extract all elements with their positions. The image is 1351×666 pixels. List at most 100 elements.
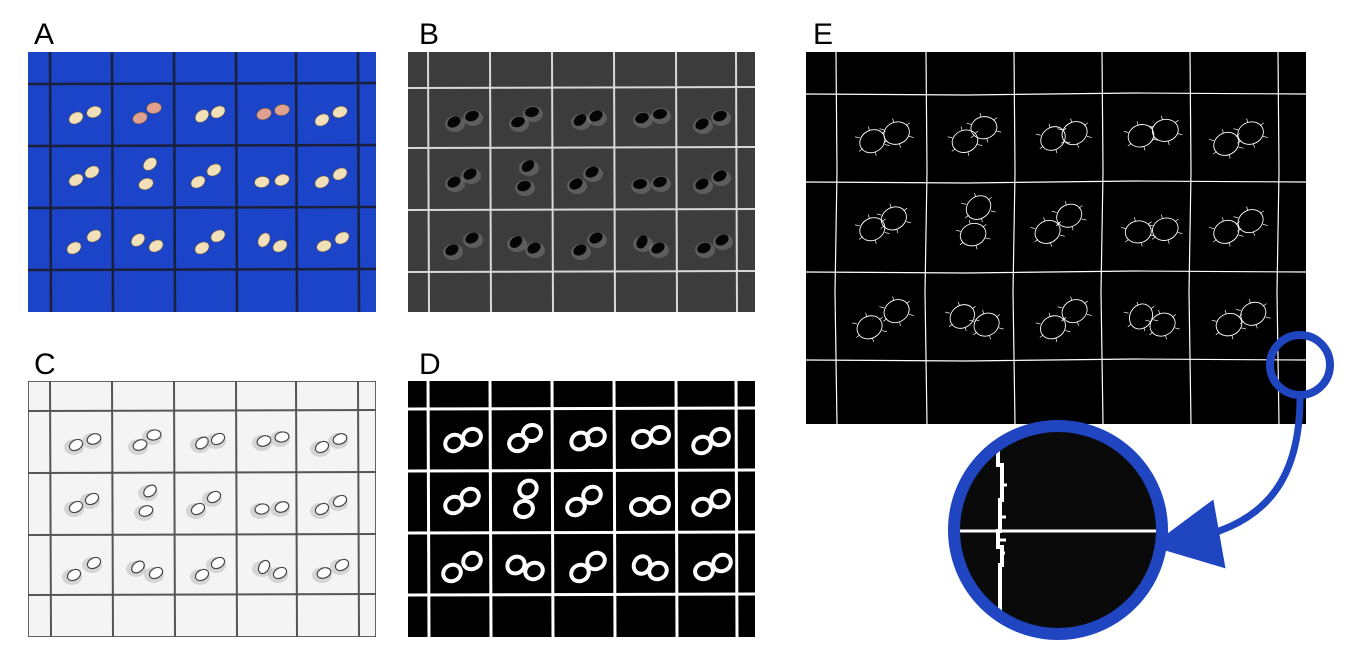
grid-lines: [28, 52, 376, 312]
edge-spur: [1050, 242, 1052, 247]
edge-spur: [867, 126, 870, 131]
edge-spur: [1265, 316, 1271, 319]
seed-edge: [1152, 217, 1179, 241]
seed: [465, 110, 479, 122]
seed: [132, 111, 148, 125]
seed: [527, 242, 541, 254]
seed-group: [443, 106, 733, 260]
seed: [210, 229, 226, 243]
seed: [695, 118, 709, 130]
seed-edge: [1040, 315, 1066, 340]
seed: [194, 568, 210, 582]
edge-spur: [1149, 331, 1154, 336]
zoom-callout: [948, 331, 1334, 640]
edge-spur: [906, 221, 912, 224]
edge-spur: [1065, 141, 1071, 144]
seed: [130, 233, 146, 247]
seed: [585, 166, 599, 178]
seed-group: [62, 429, 350, 585]
zoom-region-ring: [1266, 331, 1334, 399]
edge-spur: [1158, 309, 1161, 314]
grid-line: [489, 52, 492, 312]
seed-outline: [523, 560, 545, 582]
grid-line: [48, 52, 53, 312]
edge-spur: [1228, 242, 1231, 247]
seed-group: [852, 112, 1271, 343]
grid-line: [295, 381, 298, 637]
edge-spur: [1259, 210, 1265, 214]
panel-b-image: [408, 52, 755, 312]
edge-spur: [981, 218, 983, 223]
edge-spur: [1167, 239, 1170, 244]
edge-spur: [1221, 129, 1224, 134]
grid-line: [110, 52, 115, 312]
edge-spur: [1147, 221, 1152, 225]
seed: [86, 556, 102, 570]
seed: [272, 566, 288, 580]
edge-spur: [989, 335, 991, 340]
edge-spur: [1253, 231, 1255, 236]
edge-spur: [977, 144, 983, 146]
grid-line: [806, 270, 1306, 274]
edge-spur: [1136, 301, 1139, 306]
grid-line: [408, 146, 755, 149]
edge-spur: [1077, 143, 1079, 148]
edge-spur: [1035, 133, 1041, 136]
edge-spur: [899, 321, 901, 326]
grid-line: [235, 381, 238, 637]
seed: [316, 567, 332, 579]
seed: [713, 110, 727, 122]
seed: [274, 104, 290, 116]
edge-spur: [1212, 239, 1217, 243]
seed-outline: [459, 486, 481, 508]
grid-line: [806, 180, 1306, 184]
edge-spur: [1215, 331, 1220, 336]
seed: [447, 116, 461, 128]
edge-spur: [905, 122, 911, 126]
edge-spur: [878, 316, 884, 321]
grid-line: [28, 143, 376, 148]
edge-spur: [1148, 125, 1153, 128]
edge-spur: [1065, 330, 1071, 333]
seed: [314, 175, 330, 189]
grid-line: [1012, 52, 1016, 424]
seed-outline: [709, 488, 731, 510]
edge-spur: [1262, 224, 1268, 226]
edge-spur: [1224, 309, 1227, 314]
edge-spur: [1151, 236, 1156, 240]
edge-spur: [967, 151, 970, 156]
seed-edge: [880, 206, 907, 231]
curved-arrow-icon: [1150, 396, 1304, 569]
grid-line: [735, 52, 738, 312]
seed: [195, 436, 209, 450]
edge-spur: [987, 197, 992, 201]
grid-lines: [806, 52, 1306, 424]
edge-spur: [1153, 319, 1159, 322]
grid-line: [28, 533, 376, 536]
grid-line: [28, 593, 376, 596]
seed: [210, 432, 226, 446]
edge-spur: [982, 309, 985, 314]
seed: [274, 173, 290, 187]
seed-edge: [856, 315, 883, 340]
edge-spur: [985, 237, 991, 240]
edge-spur: [1209, 139, 1214, 141]
seed: [695, 178, 709, 190]
edge-spur: [1059, 234, 1065, 237]
grid-line: [408, 406, 755, 411]
seed: [713, 170, 727, 182]
grid-line: [28, 267, 376, 272]
grid-line: [28, 409, 376, 412]
seed: [190, 502, 206, 516]
seed: [334, 231, 350, 245]
edge-spur: [1259, 122, 1265, 126]
seed: [653, 108, 667, 120]
edge-spur: [1255, 324, 1258, 329]
seed-edge: [1240, 301, 1267, 326]
seed: [148, 239, 164, 253]
grid-line: [111, 381, 114, 637]
edge-spur: [1238, 146, 1244, 149]
edge-spur: [872, 337, 874, 343]
edge-spur: [908, 314, 914, 316]
seed-edge: [1237, 121, 1264, 145]
